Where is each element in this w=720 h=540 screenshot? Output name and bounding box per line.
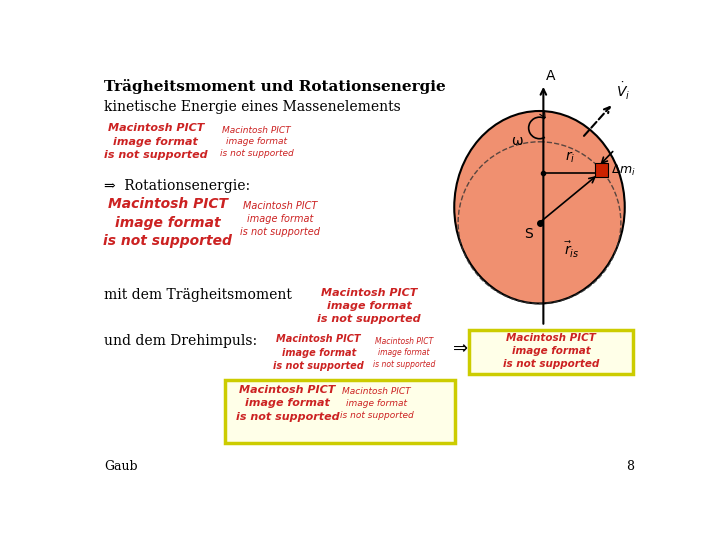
Text: Macintosh PICT
image format
is not supported: Macintosh PICT image format is not suppo…: [503, 333, 599, 369]
Text: ω: ω: [510, 134, 523, 148]
Text: ⇒: ⇒: [453, 340, 468, 357]
Text: A: A: [546, 69, 555, 83]
Text: Macintosh PICT
image format
is not supported: Macintosh PICT image format is not suppo…: [236, 385, 339, 422]
Text: $\dot{V}_i$: $\dot{V}_i$: [616, 80, 631, 102]
Text: Macintosh PICT
image format
is not supported: Macintosh PICT image format is not suppo…: [373, 336, 435, 369]
FancyBboxPatch shape: [469, 330, 634, 374]
Text: $\Delta m_i$: $\Delta m_i$: [611, 163, 636, 178]
Text: und dem Drehimpuls:: und dem Drehimpuls:: [104, 334, 257, 348]
Text: S: S: [524, 226, 533, 240]
Text: Macintosh PICT
image format
is not supported: Macintosh PICT image format is not suppo…: [240, 201, 320, 238]
Text: Macintosh PICT
image format
is not supported: Macintosh PICT image format is not suppo…: [340, 387, 413, 420]
Text: Macintosh PICT
image format
is not supported: Macintosh PICT image format is not suppo…: [274, 334, 364, 370]
Text: $r_i$: $r_i$: [565, 150, 576, 165]
Text: Gaub: Gaub: [104, 460, 138, 473]
Text: mit dem Trägheitsmoment: mit dem Trägheitsmoment: [104, 288, 292, 302]
Text: kinetische Energie eines Massenelements: kinetische Energie eines Massenelements: [104, 100, 401, 114]
Bar: [595, 164, 608, 177]
FancyBboxPatch shape: [225, 380, 455, 443]
Ellipse shape: [454, 111, 625, 303]
Text: Macintosh PICT
image format
is not supported: Macintosh PICT image format is not suppo…: [220, 126, 294, 158]
Text: ⇒  Rotationsenergie:: ⇒ Rotationsenergie:: [104, 179, 250, 193]
Text: Macintosh PICT
image format
is not supported: Macintosh PICT image format is not suppo…: [104, 123, 207, 160]
Text: 8: 8: [626, 460, 634, 473]
Text: Macintosh PICT
image format
is not supported: Macintosh PICT image format is not suppo…: [318, 288, 420, 325]
Text: Trägheitsmoment und Rotationsenergie: Trägheitsmoment und Rotationsenergie: [104, 79, 446, 93]
Text: $\vec{r}_{is}$: $\vec{r}_{is}$: [564, 240, 580, 260]
Text: Macintosh PICT
image format
is not supported: Macintosh PICT image format is not suppo…: [103, 197, 232, 248]
